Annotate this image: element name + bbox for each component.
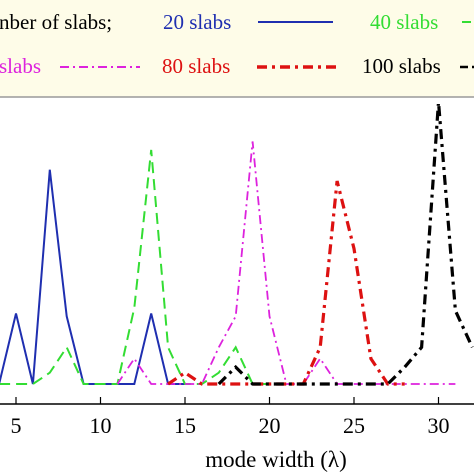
x-tick-label: 5 <box>11 413 22 438</box>
legend-box <box>0 0 474 98</box>
series-layer <box>0 104 474 386</box>
legend-label-20-slabs: 20 slabs <box>163 10 231 34</box>
series-line-20-slabs <box>0 169 185 385</box>
x-tick-label: 25 <box>343 413 365 438</box>
legend-label-100-slabs: 100 slabs <box>362 54 441 78</box>
legend-header-text: nber of slabs; <box>0 10 112 34</box>
legend-label-40-slabs: 40 slabs <box>370 10 438 34</box>
legend-label-80-slabs: 80 slabs <box>162 54 230 78</box>
series-line-80-slabs <box>167 180 405 386</box>
series-line-slabs <box>116 141 456 385</box>
series-line-100-slabs <box>217 104 474 386</box>
x-axis-ticks: 5 10 15 20 25 30 <box>11 397 450 438</box>
x-tick-label: 15 <box>174 413 196 438</box>
x-tick-label: 10 <box>90 413 112 438</box>
x-tick-label: 30 <box>428 413 450 438</box>
legend-label-slabs: slabs <box>0 54 41 78</box>
series-line-40-slabs <box>0 149 270 385</box>
x-tick-label: 20 <box>259 413 281 438</box>
x-axis-title: mode width (λ) <box>205 447 346 472</box>
